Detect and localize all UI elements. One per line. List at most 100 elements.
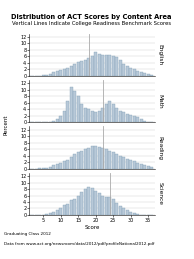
Bar [108,197,111,215]
Bar [143,165,146,169]
Bar [73,199,76,215]
Bar [101,55,104,76]
Bar [59,208,62,215]
Text: Science: Science [158,182,163,205]
Bar [84,189,87,215]
Bar [129,212,132,215]
Bar [73,91,76,122]
Bar [108,151,111,169]
Bar [147,121,150,122]
Bar [112,152,115,169]
Bar [77,196,80,215]
Bar [66,68,69,76]
Bar [122,112,125,122]
Bar [150,75,153,76]
Bar [48,213,52,215]
Bar [77,152,80,169]
Bar [101,148,104,169]
Bar [80,151,83,169]
Bar [112,56,115,76]
Bar [122,63,125,76]
Text: Vertical Lines Indicate College Readiness Benchmark Scores: Vertical Lines Indicate College Readines… [12,21,171,26]
Bar [119,60,122,76]
Bar [140,164,143,169]
Bar [140,72,143,76]
Bar [94,112,97,122]
Bar [98,147,101,169]
Bar [94,146,97,169]
Bar [112,199,115,215]
Bar [115,154,118,169]
Bar [133,213,136,215]
Bar [73,154,76,169]
Bar [84,108,87,122]
Text: Graduating Class 2012: Graduating Class 2012 [4,232,51,236]
Bar [108,101,111,122]
Bar [94,191,97,215]
Bar [59,70,62,76]
Bar [52,72,55,76]
Bar [119,156,122,169]
Text: Math: Math [158,94,163,109]
Bar [59,116,62,122]
Bar [140,119,143,122]
Bar [133,69,136,76]
Bar [105,104,108,122]
Bar [126,114,129,122]
Bar [136,163,139,169]
Bar [59,163,62,169]
Bar [129,68,132,76]
Bar [73,64,76,76]
Bar [48,121,52,122]
Bar [55,119,59,122]
Bar [70,66,73,76]
Bar [98,54,101,76]
Bar [126,210,129,215]
Bar [87,58,90,76]
Bar [143,121,146,122]
Bar [143,73,146,76]
Bar [94,53,97,76]
Bar [84,149,87,169]
Bar [129,161,132,169]
Bar [108,55,111,76]
Bar [70,157,73,169]
Bar [101,108,104,122]
Bar [87,188,90,215]
Bar [147,166,150,169]
Bar [115,108,118,122]
Bar [84,60,87,76]
Bar [122,208,125,215]
Bar [87,109,90,122]
Bar [77,62,80,76]
Bar [105,55,108,76]
Bar [66,160,69,169]
Bar [91,56,94,76]
Bar [62,69,66,76]
Bar [136,71,139,76]
Bar [115,203,118,215]
Bar [133,161,136,169]
Bar [133,116,136,122]
Bar [38,168,41,169]
Bar [42,75,45,76]
Text: English: English [158,44,163,65]
Bar [55,71,59,76]
Text: Reading: Reading [158,135,163,160]
Bar [77,96,80,122]
Bar [45,75,48,76]
Bar [42,168,45,169]
Bar [105,197,108,215]
Bar [98,193,101,215]
Bar [70,87,73,122]
Bar [48,74,52,76]
Bar [112,104,115,122]
Bar [62,205,66,215]
Bar [122,157,125,169]
Text: Data from www.act.org/newsroom/data/2012/pdf/profileNational2012.pdf: Data from www.act.org/newsroom/data/2012… [4,242,154,246]
Bar [119,206,122,215]
Bar [45,214,48,215]
Bar [136,214,139,215]
Bar [147,74,150,76]
Bar [119,111,122,122]
